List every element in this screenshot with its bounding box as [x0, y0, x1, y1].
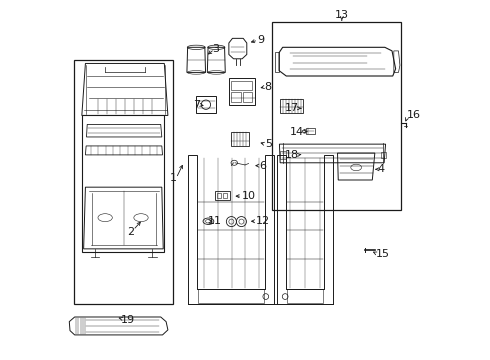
Text: 10: 10 — [242, 191, 255, 201]
Text: 3: 3 — [212, 44, 219, 54]
Text: 9: 9 — [258, 35, 265, 45]
Text: 8: 8 — [265, 82, 272, 92]
Bar — [197, 289, 264, 303]
Text: 7: 7 — [193, 100, 200, 110]
Bar — [272, 22, 401, 211]
Text: 13: 13 — [335, 10, 349, 20]
Text: 4: 4 — [378, 164, 385, 174]
Text: 6: 6 — [259, 161, 267, 171]
Bar — [381, 152, 386, 158]
Text: 16: 16 — [406, 111, 420, 121]
Bar — [280, 99, 303, 113]
Bar — [280, 151, 286, 159]
Bar — [229, 78, 255, 105]
Text: 12: 12 — [256, 216, 270, 226]
Text: 17: 17 — [285, 103, 299, 113]
Bar — [196, 96, 216, 113]
Bar — [231, 81, 252, 90]
Text: 19: 19 — [122, 315, 135, 325]
Bar — [306, 129, 315, 134]
Text: 11: 11 — [207, 216, 221, 226]
Bar — [82, 116, 164, 252]
Bar — [231, 132, 249, 146]
Bar — [215, 191, 230, 200]
Bar — [223, 193, 227, 198]
Bar — [287, 289, 323, 303]
Text: 14: 14 — [290, 127, 304, 136]
Text: 2: 2 — [127, 227, 134, 237]
Text: 1: 1 — [170, 173, 177, 183]
Bar — [74, 60, 173, 304]
Bar — [231, 92, 242, 102]
Bar — [243, 92, 252, 102]
Bar — [217, 193, 221, 198]
Text: 5: 5 — [265, 139, 272, 149]
Text: 18: 18 — [285, 150, 299, 160]
Text: 15: 15 — [376, 248, 390, 258]
